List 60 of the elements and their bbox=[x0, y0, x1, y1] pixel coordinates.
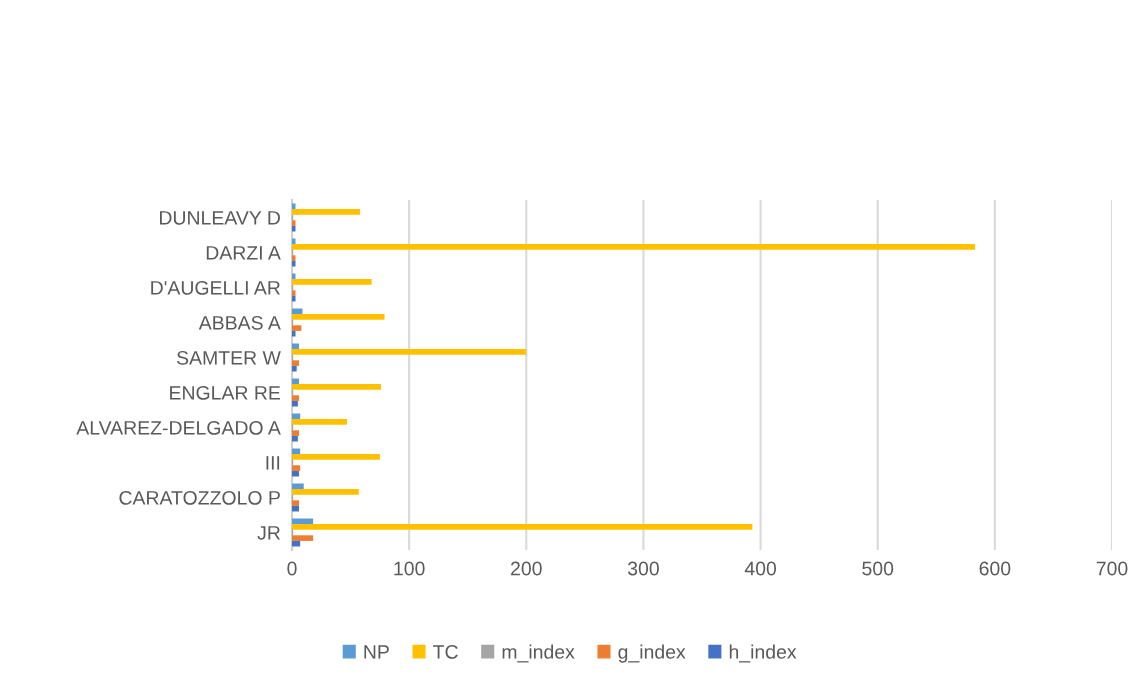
bar bbox=[292, 535, 314, 541]
bar bbox=[292, 330, 296, 337]
legend-label: g_index bbox=[618, 644, 686, 663]
bar bbox=[292, 273, 296, 280]
bar bbox=[292, 540, 301, 547]
bar bbox=[292, 349, 527, 355]
bar bbox=[292, 360, 300, 366]
bar bbox=[292, 225, 296, 232]
bar bbox=[292, 290, 296, 296]
x-tick-label: 500 bbox=[862, 561, 894, 576]
bar bbox=[292, 220, 296, 226]
bar bbox=[292, 470, 300, 477]
bar bbox=[292, 505, 300, 512]
bar bbox=[292, 238, 296, 245]
bar bbox=[292, 524, 753, 530]
x-tick-label: 200 bbox=[511, 561, 542, 576]
bar bbox=[292, 435, 298, 442]
x-tick-label: 300 bbox=[627, 561, 659, 576]
legend-label: h_index bbox=[729, 644, 797, 663]
bar bbox=[292, 384, 382, 390]
bar bbox=[292, 489, 359, 495]
bar bbox=[292, 500, 300, 506]
bar bbox=[292, 203, 296, 210]
bar bbox=[292, 255, 296, 261]
bar bbox=[292, 400, 298, 407]
x-tick-label: 600 bbox=[979, 561, 1011, 576]
y-tick-label: ALVAREZ-DELGADO A bbox=[76, 420, 281, 435]
legend-label: NP bbox=[364, 645, 389, 659]
bar bbox=[292, 295, 296, 302]
bar bbox=[292, 419, 348, 425]
bar bbox=[292, 209, 360, 215]
bar bbox=[292, 244, 975, 250]
x-tick-label: 100 bbox=[394, 561, 425, 576]
bar bbox=[292, 378, 300, 385]
bar bbox=[292, 314, 385, 320]
bar bbox=[292, 483, 304, 490]
bar bbox=[292, 279, 372, 285]
x-tick-label: 0 bbox=[287, 561, 297, 576]
bar bbox=[292, 260, 296, 267]
y-tick-label: ENGLAR RE bbox=[170, 385, 281, 400]
bar bbox=[292, 325, 302, 331]
y-tick-label: ABBAS A bbox=[198, 315, 281, 330]
y-tick-label: DUNLEAVY D bbox=[159, 211, 280, 225]
bar bbox=[292, 430, 300, 436]
y-tick-label: CARATOZZOLO P bbox=[119, 490, 280, 505]
bar bbox=[292, 454, 380, 460]
bar bbox=[292, 365, 297, 372]
bar bbox=[292, 395, 300, 401]
y-tick-label: DARZI A bbox=[206, 246, 281, 260]
y-tick-label: SAMTER W bbox=[176, 350, 281, 365]
bar bbox=[292, 308, 303, 315]
legend-label: TC bbox=[433, 645, 458, 659]
legend-label: m_index bbox=[502, 644, 575, 663]
y-tick-label: JR bbox=[257, 526, 280, 540]
x-tick-label: 700 bbox=[1096, 561, 1128, 576]
x-tick-label: 400 bbox=[744, 561, 777, 576]
bar bbox=[292, 343, 300, 350]
bar bbox=[292, 465, 301, 471]
y-tick-label: D'AUGELLI AR bbox=[151, 280, 280, 295]
y-tick-label: III bbox=[266, 456, 280, 470]
